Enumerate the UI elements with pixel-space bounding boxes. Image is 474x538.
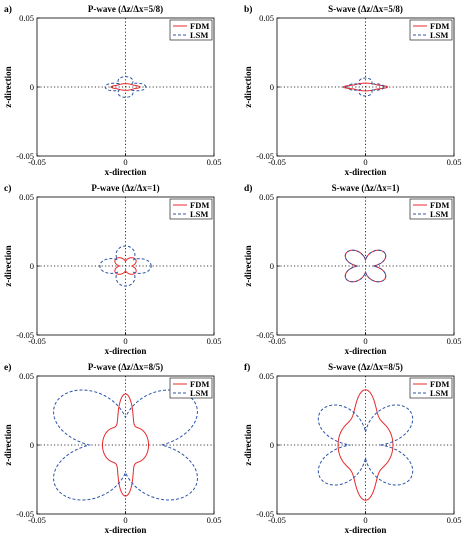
- y-axis-label: z-direction: [243, 66, 253, 107]
- x-axis-label: x-direction: [105, 346, 147, 356]
- panel-letter: a): [4, 4, 12, 15]
- x-tick-label: 0.05: [447, 336, 462, 346]
- y-tick-label: -0.05: [256, 509, 274, 519]
- x-axis-label: x-direction: [105, 525, 147, 535]
- legend-label-lsm: LSM: [190, 209, 208, 219]
- legend-label-fdm: FDM: [190, 21, 209, 31]
- legend-label-lsm: LSM: [430, 209, 448, 219]
- series-line-lsm: [317, 404, 414, 486]
- legend-label-lsm: LSM: [430, 388, 448, 398]
- panel-letter: f): [244, 362, 250, 373]
- y-axis-label: z-direction: [3, 66, 13, 107]
- x-tick-label: 0.05: [207, 515, 222, 525]
- x-tick-label: 0.05: [447, 515, 462, 525]
- y-tick-label: -0.05: [16, 330, 34, 340]
- panel-title: P-wave (Δz/Δx=8/5): [88, 362, 163, 372]
- x-tick-label: 0: [363, 515, 367, 525]
- series-line-fdm: [114, 257, 137, 275]
- y-tick-label: 0.05: [259, 13, 274, 23]
- legend-label-lsm: LSM: [430, 30, 448, 40]
- y-tick-label: 0.05: [19, 13, 34, 23]
- x-tick-label: 0.05: [207, 336, 222, 346]
- x-tick-label: -0.05: [268, 157, 286, 167]
- x-tick-label: 0: [123, 336, 127, 346]
- y-tick-label: 0.05: [19, 192, 34, 202]
- legend-label-lsm: LSM: [190, 30, 208, 40]
- panel-6: -0.05 0 0.05 0.05 0 -0.05 S-wave (Δz/Δx=8/5) f)…: [243, 362, 461, 535]
- legend-label-fdm: FDM: [190, 379, 209, 389]
- series-line-fdm: [101, 393, 150, 497]
- panel-title: S-wave (Δz/Δx=5/8): [328, 4, 403, 14]
- x-tick-label: 0: [363, 336, 367, 346]
- x-tick-label: 0.05: [207, 157, 222, 167]
- y-tick-label: 0: [270, 82, 274, 92]
- x-tick-label: 0: [123, 515, 127, 525]
- series-line-lsm: [344, 249, 387, 283]
- y-axis-label: z-direction: [3, 424, 13, 465]
- panel-letter: d): [244, 183, 252, 194]
- y-axis-label: z-direction: [243, 424, 253, 465]
- panel-2: -0.05 0 0.05 0.05 0 -0.05 S-wave (Δz/Δx=5/8) b)…: [243, 4, 461, 177]
- y-tick-label: -0.05: [256, 151, 274, 161]
- x-tick-label: 0.05: [447, 157, 462, 167]
- y-tick-label: -0.05: [16, 151, 34, 161]
- x-tick-label: -0.05: [28, 157, 46, 167]
- x-tick-label: -0.05: [28, 515, 46, 525]
- y-tick-label: 0: [30, 261, 34, 271]
- y-tick-label: 0.05: [19, 371, 34, 381]
- series-line-lsm: [99, 245, 152, 287]
- panel-title: S-wave (Δz/Δx=1): [332, 183, 400, 193]
- series-line-lsm: [53, 389, 198, 501]
- x-axis-label: x-direction: [345, 346, 387, 356]
- panel-title: P-wave (Δz/Δx=1): [91, 183, 159, 193]
- panel-title: S-wave (Δz/Δx=8/5): [328, 362, 403, 372]
- legend-label-fdm: FDM: [190, 200, 209, 210]
- panel-letter: e): [4, 362, 11, 373]
- panel-title: P-wave (Δz/Δx=5/8): [88, 4, 163, 14]
- panel-letter: b): [244, 4, 252, 15]
- y-tick-label: 0: [270, 440, 274, 450]
- y-tick-label: 0: [270, 261, 274, 271]
- y-tick-label: 0: [30, 440, 34, 450]
- x-tick-label: -0.05: [28, 336, 46, 346]
- panel-1: -0.05 0 0.05 0.05 0 -0.05 P-wave (Δz/Δx=5/8) a)…: [3, 4, 221, 177]
- x-tick-label: -0.05: [268, 336, 286, 346]
- series-line-fdm: [337, 389, 394, 501]
- legend-label-fdm: FDM: [430, 379, 449, 389]
- y-tick-label: 0: [30, 82, 34, 92]
- panel-4: -0.05 0 0.05 0.05 0 -0.05 S-wave (Δz/Δx=1) d) x-…: [243, 183, 461, 356]
- x-axis-label: x-direction: [105, 167, 147, 177]
- series-line-lsm: [104, 76, 147, 98]
- x-tick-label: 0: [123, 157, 127, 167]
- x-axis-label: x-direction: [345, 525, 387, 535]
- y-tick-label: 0.05: [259, 371, 274, 381]
- panel-3: -0.05 0 0.05 0.05 0 -0.05 P-wave (Δz/Δx=1) c) x-…: [3, 183, 221, 356]
- y-tick-label: -0.05: [256, 330, 274, 340]
- y-tick-label: 0.05: [259, 192, 274, 202]
- x-tick-label: 0: [363, 157, 367, 167]
- panel-5: -0.05 0 0.05 0.05 0 -0.05 P-wave (Δz/Δx=8/5) e)…: [3, 362, 221, 535]
- series-line-fdm: [110, 83, 141, 91]
- legend-label-fdm: FDM: [430, 21, 449, 31]
- x-axis-label: x-direction: [345, 167, 387, 177]
- x-tick-label: -0.05: [268, 515, 286, 525]
- y-tick-label: -0.05: [16, 509, 34, 519]
- panel-letter: c): [4, 183, 11, 194]
- series-line-lsm: [346, 77, 385, 97]
- y-axis-label: z-direction: [243, 245, 253, 286]
- legend-label-fdm: FDM: [430, 200, 449, 210]
- y-axis-label: z-direction: [3, 245, 13, 286]
- legend-label-lsm: LSM: [190, 388, 208, 398]
